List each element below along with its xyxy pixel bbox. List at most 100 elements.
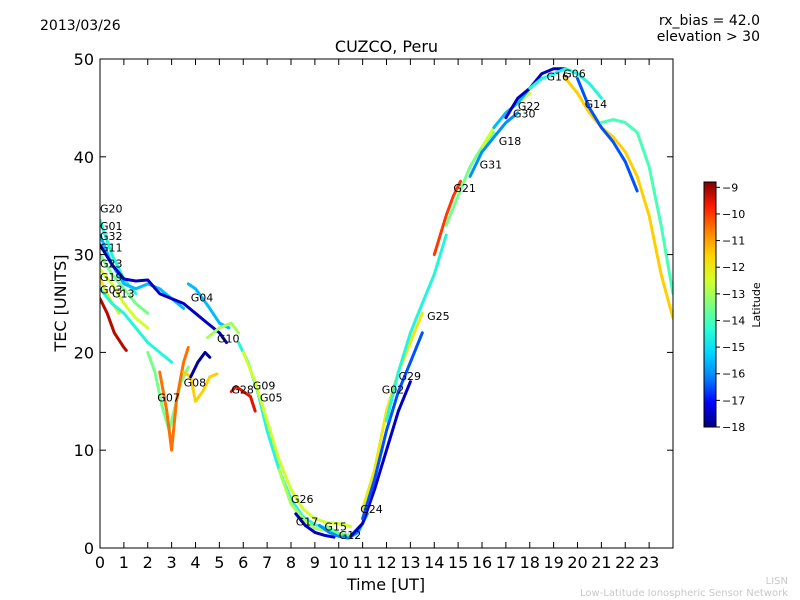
prn-label: G18 [499, 135, 522, 148]
series-g29 [361, 331, 424, 521]
prn-label: G06 [563, 68, 586, 81]
prn-label: G09 [253, 380, 276, 393]
x-tick-label: 5 [214, 553, 224, 572]
prn-label: G19 [100, 271, 123, 284]
prn-label: G05 [260, 391, 283, 404]
y-tick-label: 40 [74, 148, 94, 167]
series-g32 [100, 243, 228, 345]
x-tick-label: 22 [615, 553, 635, 572]
colorbar-tick-label: −16 [722, 368, 745, 381]
x-tick-label: 2 [143, 553, 153, 572]
series-g23 [100, 267, 150, 330]
x-tick-label: 18 [520, 553, 540, 572]
rx-bias-label: rx_bias = 42.0 [658, 13, 760, 29]
x-tick-label: 13 [400, 553, 420, 572]
series-g13 [100, 287, 174, 364]
colorbar: −9 −10 −11 −12 −13 −14 −15 −16 −17 −18 Latitude [703, 181, 763, 434]
x-tick-label: 15 [448, 553, 468, 572]
x-tick-label: 3 [167, 553, 177, 572]
prn-labels: G20G01G32G11G23G19G03G13G07G08G04G10G28G… [100, 68, 607, 543]
series-g14b [576, 77, 639, 193]
prn-label: G30 [513, 108, 536, 121]
prn-label: G24 [360, 503, 383, 516]
x-tick-label: 10 [329, 553, 349, 572]
prn-label: G04 [191, 292, 214, 305]
series-g16 [504, 67, 568, 120]
series-g06 [528, 67, 603, 100]
prn-label: G13 [112, 288, 135, 301]
series-g26 [277, 468, 329, 532]
prn-label: G32 [100, 230, 123, 243]
series-g21 [432, 179, 462, 257]
series-g14 [564, 77, 673, 320]
x-tick-label: 21 [591, 553, 611, 572]
x-tick-label: 16 [472, 553, 492, 572]
prn-label: G23 [100, 257, 123, 270]
prn-label: G01 [100, 220, 123, 233]
series-g28 [229, 385, 257, 413]
prn-label: G11 [100, 242, 123, 255]
series-g10 [205, 321, 240, 340]
colorbar-tick-label: −9 [722, 181, 738, 194]
prn-label: G31 [480, 159, 503, 172]
x-tick-label: 14 [424, 553, 444, 572]
series-g11 [100, 253, 150, 315]
series-g25 [385, 233, 448, 423]
prn-label: G29 [398, 370, 421, 383]
y-tick-label: 0 [84, 539, 94, 558]
credit-short: LISN [765, 576, 788, 587]
y-tick-label: 10 [74, 441, 94, 460]
x-tick-label: 9 [310, 553, 320, 572]
x-tick-label: 7 [262, 553, 272, 572]
series-g24 [349, 380, 412, 538]
x-tick-label: 1 [119, 553, 129, 572]
series-g14c [599, 118, 673, 296]
chart-title: CUZCO, Peru [334, 37, 439, 56]
x-tick-label: 19 [543, 553, 563, 572]
series-g17 [294, 512, 336, 539]
colorbar-tick-label: −14 [722, 314, 745, 327]
credit-full: Low-Latitude Ionospheric Sensor Network [580, 588, 788, 599]
colorbar-tick-label: −15 [722, 341, 745, 354]
series-g05 [241, 350, 353, 528]
colorbar-tick-label: −11 [722, 235, 745, 248]
series-layer [100, 67, 673, 540]
colorbar-tick-label: −17 [722, 394, 745, 407]
prn-label: G10 [217, 333, 240, 346]
colorbar-tick-label: −18 [722, 421, 745, 434]
prn-label: G16 [546, 71, 569, 84]
x-tick-label: 4 [190, 553, 200, 572]
series-g18 [468, 111, 520, 178]
series-g04b [189, 350, 212, 379]
x-tick-label: 20 [567, 553, 587, 572]
prn-label: G07 [157, 391, 180, 404]
y-tick-label: 20 [74, 343, 94, 362]
series-g03 [100, 297, 128, 352]
prn-label: G25 [427, 310, 450, 323]
prn-label: G21 [453, 182, 476, 195]
prn-label: G28 [231, 383, 254, 396]
prn-label: G02 [382, 383, 405, 396]
x-axis-title: Time [UT] [346, 575, 425, 594]
elevation-label: elevation > 30 [656, 29, 760, 45]
prn-label: G08 [184, 377, 207, 390]
x-tick-label: 8 [286, 553, 296, 572]
x-tick-label: 23 [639, 553, 659, 572]
prn-label: G22 [518, 100, 541, 113]
colorbar-gradient [703, 181, 717, 428]
prn-label: G14 [585, 98, 608, 111]
x-tick-label: 11 [352, 553, 372, 572]
x-tick-label: 12 [376, 553, 396, 572]
x-tick-label: 17 [496, 553, 516, 572]
x-tick-label: 0 [95, 553, 105, 572]
axis-ticks: 0 1 2 3 4 5 6 7 8 9 10 11 12 13 14 15 16 17 18 19 20 21 22 2301… [74, 50, 673, 572]
colorbar-title: Latitude [750, 282, 763, 328]
y-tick-label: 30 [74, 246, 94, 265]
colorbar-tick-label: −13 [722, 288, 745, 301]
series-g07b [158, 346, 190, 452]
series-g04 [186, 282, 231, 330]
date-label: 2013/03/26 [40, 18, 121, 34]
prn-label: G20 [100, 203, 123, 216]
prn-label: G15 [324, 520, 347, 533]
